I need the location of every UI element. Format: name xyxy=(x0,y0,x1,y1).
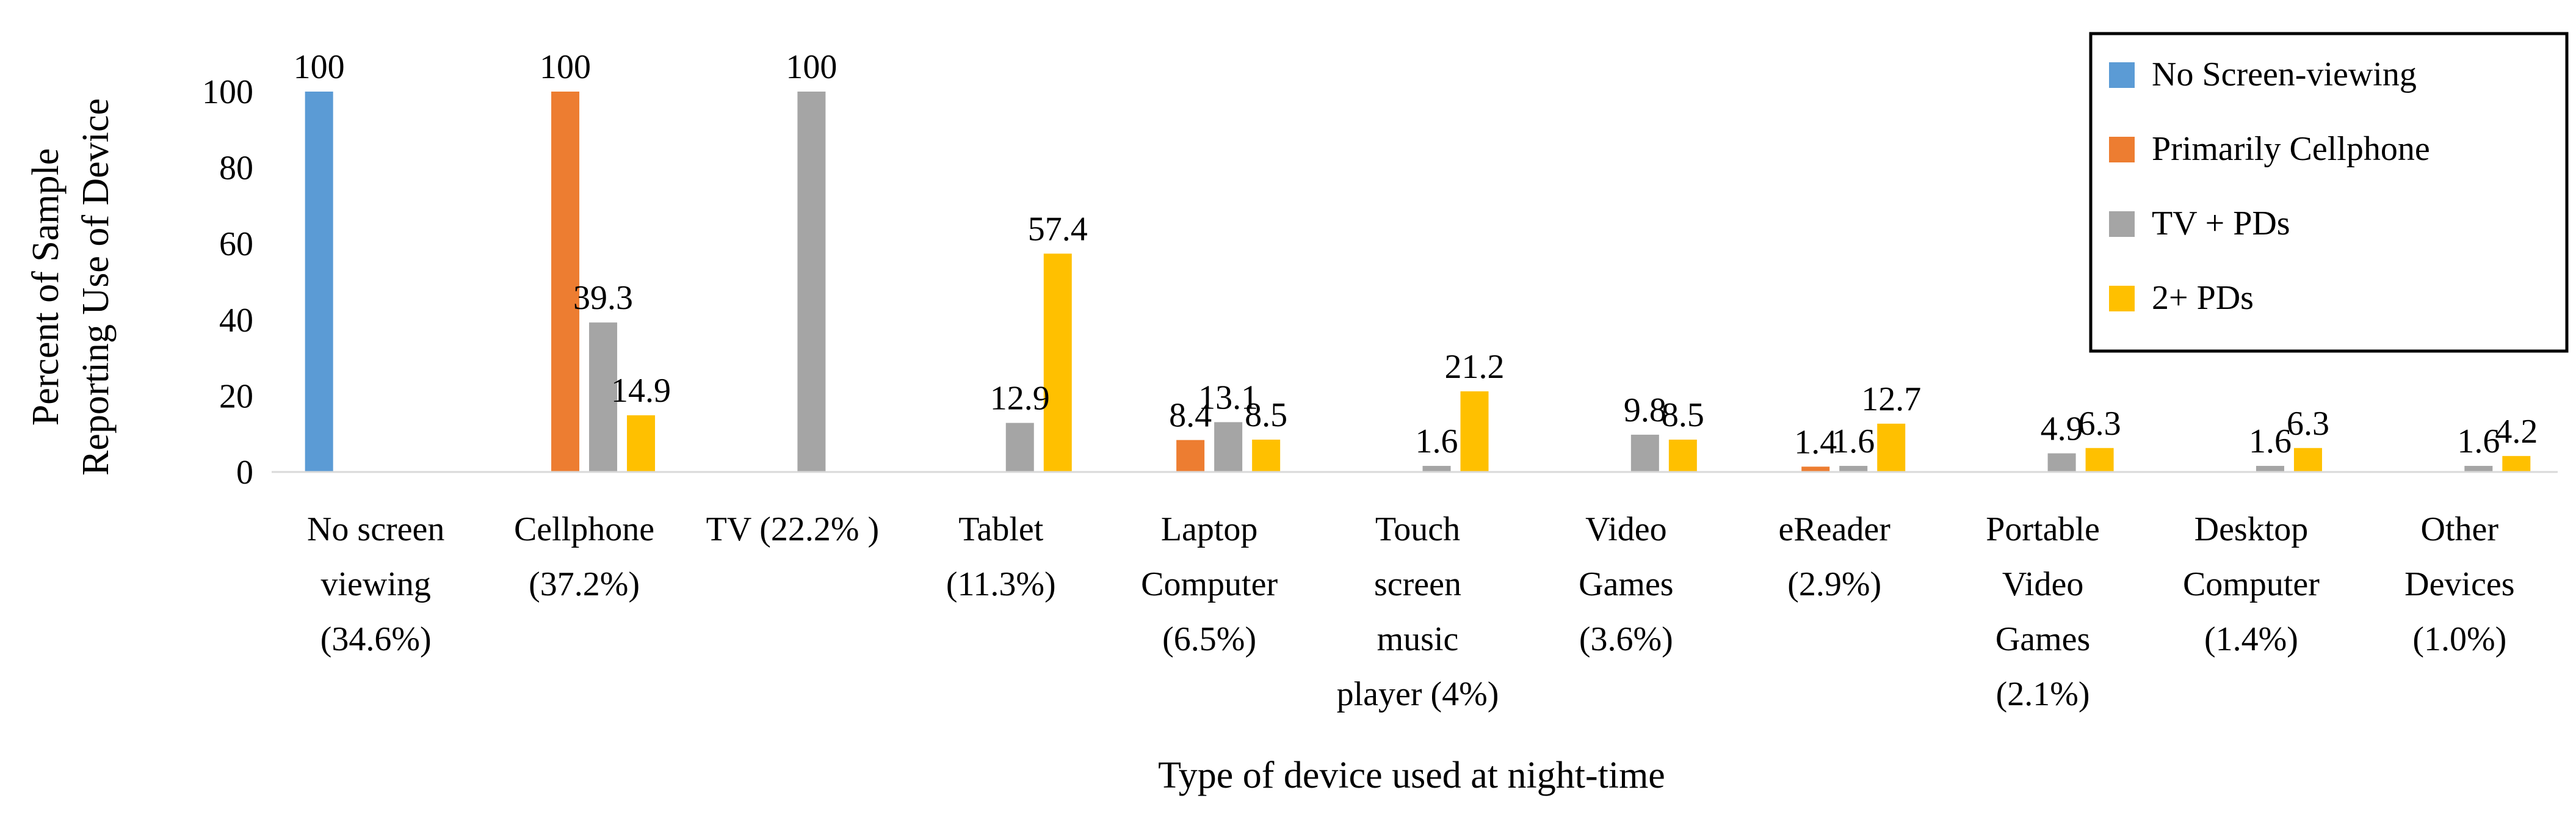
bar xyxy=(627,415,656,472)
data-label: 4.9 xyxy=(2041,410,2083,448)
bar xyxy=(1214,422,1243,472)
legend-label: No Screen-viewing xyxy=(2152,56,2417,93)
x-tick-label: Video Games (3.6%) xyxy=(1579,510,1674,658)
data-label: 1.6 xyxy=(1416,423,1458,460)
data-label: 12.9 xyxy=(990,380,1050,418)
legend-swatch xyxy=(2109,62,2135,88)
data-labels: 100 100 8.4 1.4 39.3 100 12.9 13.1 1.6 9.8 1.6 4.9 1… xyxy=(294,48,2538,461)
data-label: 4.2 xyxy=(2495,413,2538,451)
legend-label: 2+ PDs xyxy=(2152,279,2254,317)
bar xyxy=(1176,440,1205,472)
bar xyxy=(1839,466,1868,472)
data-label: 57.4 xyxy=(1028,210,1088,248)
bar xyxy=(2502,455,2531,472)
legend-label: Primarily Cellphone xyxy=(2152,130,2430,168)
bar xyxy=(1668,440,1697,472)
y-tick-label: 20 xyxy=(219,377,253,415)
bar xyxy=(797,92,826,472)
bar xyxy=(2085,448,2114,472)
bar xyxy=(1422,466,1451,472)
data-label: 1.6 xyxy=(1832,423,1875,460)
x-tick-label: No screen viewing (34.6%) xyxy=(307,510,444,658)
data-label: 39.3 xyxy=(573,279,633,317)
data-label: 8.4 xyxy=(1169,397,1212,435)
data-label: 8.5 xyxy=(1245,396,1287,434)
bar xyxy=(1630,434,1659,472)
data-label: 14.9 xyxy=(611,372,671,410)
data-label: 100 xyxy=(540,48,591,86)
y-tick-label: 0 xyxy=(236,454,253,492)
bar xyxy=(2256,466,2284,472)
data-label: 13.1 xyxy=(1198,379,1258,416)
axis-titles: Type of device used at night-time Percent… xyxy=(25,98,1665,796)
bar xyxy=(2293,448,2322,472)
x-tick-label: Desktop Computer (1.4%) xyxy=(2183,510,2320,658)
data-label: 1.6 xyxy=(2457,423,2500,460)
y-axis: 0 20 40 60 80 100 xyxy=(202,73,253,492)
legend-label: TV + PDs xyxy=(2152,205,2290,242)
data-label: 100 xyxy=(294,48,345,86)
bar xyxy=(551,92,580,472)
data-label: 8.5 xyxy=(1662,396,1704,434)
y-axis-title: Percent of Sample Reporting Use of Device xyxy=(25,98,117,476)
bar xyxy=(589,322,618,472)
x-tick-label: Other Devices (1.0%) xyxy=(2404,510,2514,658)
legend: No Screen-viewing Primarily Cellphone TV +… xyxy=(2089,32,2569,353)
x-tick-label: Cellphone (37.2%) xyxy=(514,510,654,603)
x-tick-label: Portable Video Games (2.1%) xyxy=(1986,510,2100,713)
data-label: 9.8 xyxy=(1624,391,1666,429)
data-label: 6.3 xyxy=(2287,405,2329,443)
x-tick-label: Laptop Computer (6.5%) xyxy=(1141,510,1278,658)
bar xyxy=(2464,466,2493,472)
x-axis-title: Type of device used at night-time xyxy=(1158,755,1665,796)
data-label: 21.2 xyxy=(1445,348,1505,386)
y-tick-label: 100 xyxy=(202,73,253,111)
x-tick-label: Tablet (11.3%) xyxy=(946,510,1056,603)
bar xyxy=(305,92,333,472)
bar xyxy=(1877,423,1906,472)
bar xyxy=(1801,466,1830,472)
bar xyxy=(1252,440,1281,472)
x-tick-label: Touch screen music player (4%) xyxy=(1337,510,1499,713)
legend-swatch xyxy=(2109,286,2135,311)
bar xyxy=(2047,453,2076,472)
legend-swatch xyxy=(2109,211,2135,237)
bars xyxy=(305,92,2531,472)
bar xyxy=(1460,391,1489,472)
data-label: 1.4 xyxy=(1794,423,1837,461)
y-tick-label: 80 xyxy=(219,150,253,187)
bar xyxy=(1043,253,1072,472)
data-label: 12.7 xyxy=(1861,380,1921,418)
x-axis: No screen viewing (34.6%) Cellphone (37.2%) T… xyxy=(272,471,2558,713)
data-label: 100 xyxy=(786,48,837,86)
data-label: 6.3 xyxy=(2079,405,2121,443)
bar xyxy=(1005,423,1034,472)
data-label: 1.6 xyxy=(2249,423,2292,460)
y-tick-label: 40 xyxy=(219,302,253,339)
legend-swatch xyxy=(2109,137,2135,162)
legend-box xyxy=(2089,32,2569,353)
y-tick-label: 60 xyxy=(219,225,253,263)
x-tick-label: TV (22.2% ) xyxy=(706,510,880,548)
x-tick-label: eReader (2.9%) xyxy=(1779,510,1891,603)
